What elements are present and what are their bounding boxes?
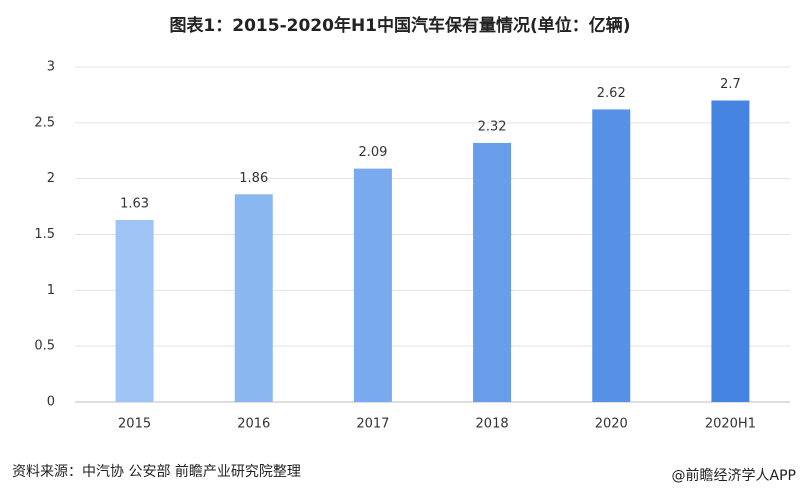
credit: @前瞻经济学人APP — [672, 467, 796, 484]
x-tick-label: 2017 — [356, 417, 389, 432]
bar — [711, 100, 750, 402]
value-label: 2.7 — [720, 77, 741, 92]
y-tick-label: 1 — [47, 283, 55, 298]
value-label: 1.86 — [239, 171, 268, 186]
x-tick-label: 2018 — [476, 417, 509, 432]
x-tick-label: 2020 — [595, 417, 628, 432]
bar — [473, 142, 512, 402]
y-tick-label: 3 — [47, 60, 55, 75]
bar — [234, 194, 273, 402]
value-label: 2.32 — [478, 119, 507, 134]
bar — [115, 219, 154, 402]
y-tick-label: 0.5 — [34, 339, 55, 354]
x-tick-label: 2020H1 — [705, 417, 756, 432]
y-tick-label: 2 — [47, 171, 55, 186]
chart-title: 图表1：2015-2020年H1中国汽车保有量情况(单位：亿辆) — [169, 15, 630, 36]
value-label: 1.63 — [120, 196, 149, 211]
x-tick-label: 2016 — [237, 417, 270, 432]
y-tick-label: 0 — [47, 395, 55, 410]
y-tick-label: 1.5 — [34, 227, 55, 242]
x-tick-label: 2015 — [118, 417, 151, 432]
bar — [592, 109, 631, 402]
value-label: 2.09 — [358, 145, 387, 160]
y-tick-label: 2.5 — [34, 115, 55, 130]
bar — [353, 168, 392, 402]
source-note: 资料来源：中汽协 公安部 前瞻产业研究院整理 — [12, 463, 301, 480]
value-label: 2.62 — [597, 86, 626, 101]
